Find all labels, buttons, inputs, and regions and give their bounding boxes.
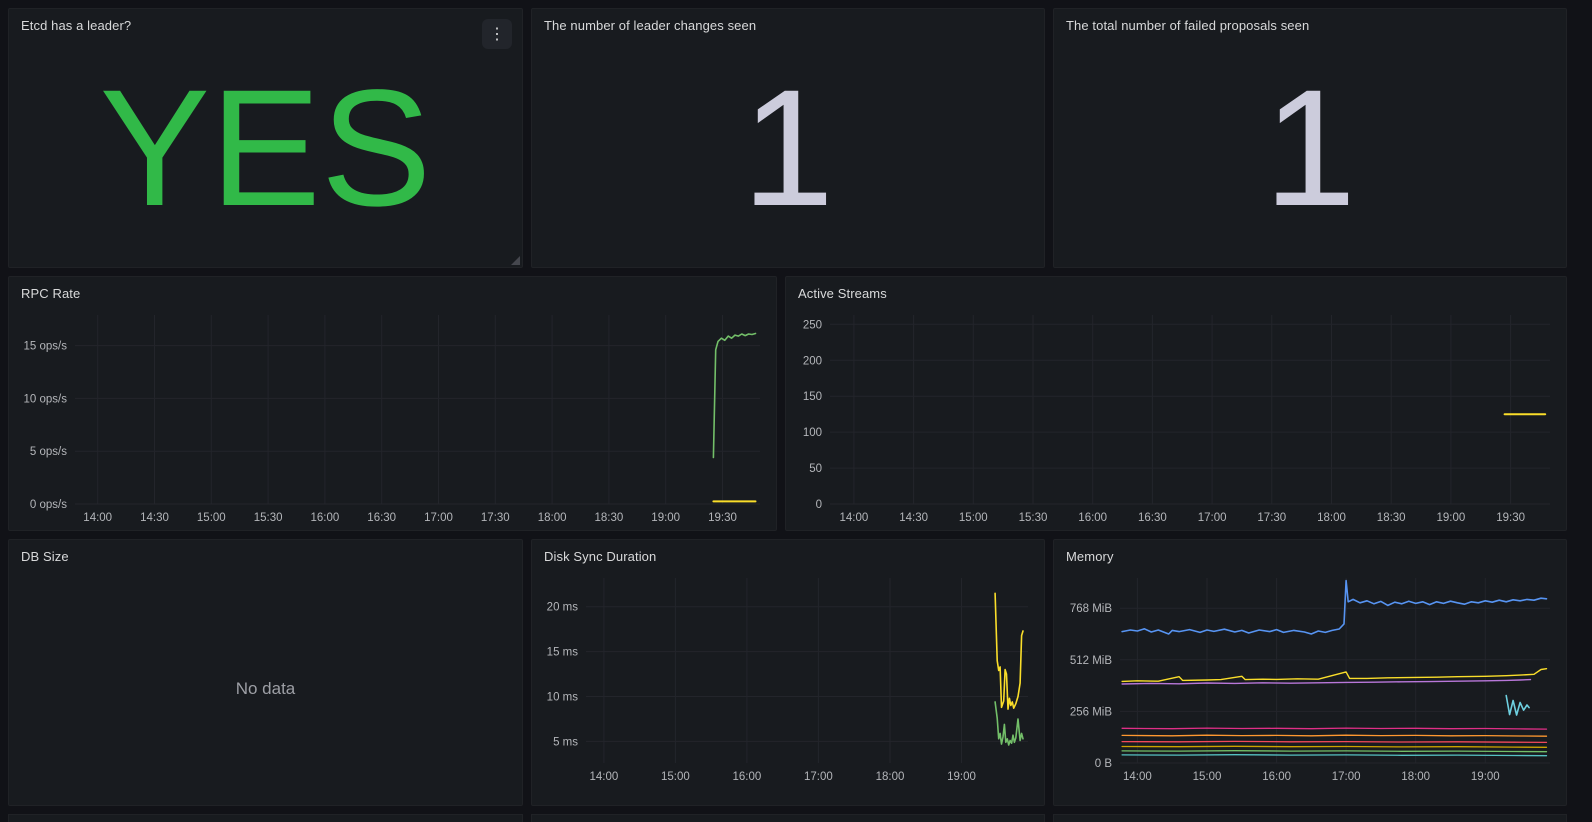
panel-rpc-rate-title[interactable]: RPC Rate bbox=[21, 285, 81, 301]
kebab-icon: ⋮ bbox=[489, 26, 505, 43]
svg-text:256 MiB: 256 MiB bbox=[1070, 706, 1113, 718]
panel-leader-title[interactable]: Etcd has a leader? bbox=[21, 17, 132, 33]
svg-text:18:30: 18:30 bbox=[1377, 512, 1406, 524]
memory-chart[interactable]: 0 B 256 MiB 512 MiB 768 MiB 14:00 15:00 16:00 1… bbox=[1058, 570, 1562, 787]
svg-text:19:30: 19:30 bbox=[1496, 512, 1525, 524]
panel-active-streams-header[interactable]: Active Streams bbox=[786, 277, 1566, 309]
svg-text:16:30: 16:30 bbox=[1138, 512, 1167, 524]
svg-text:18:00: 18:00 bbox=[876, 771, 905, 783]
svg-text:768 MiB: 768 MiB bbox=[1070, 603, 1113, 615]
panel-disk-sync-title[interactable]: Disk Sync Duration bbox=[544, 548, 657, 564]
panel-rpc-rate-header[interactable]: RPC Rate bbox=[9, 277, 776, 309]
svg-text:19:00: 19:00 bbox=[947, 771, 976, 783]
svg-text:5 ops/s: 5 ops/s bbox=[30, 446, 67, 458]
panel-disk-sync-header[interactable]: Disk Sync Duration bbox=[532, 540, 1044, 572]
leader-stat-value: YES bbox=[99, 56, 432, 241]
next-row-panel-top bbox=[531, 814, 1045, 822]
panel-leader-header[interactable]: Etcd has a leader? bbox=[9, 9, 522, 41]
panel-failed-proposals-header[interactable]: The total number of failed proposals see… bbox=[1054, 9, 1566, 41]
panel-leader-changes-header[interactable]: The number of leader changes seen bbox=[532, 9, 1044, 41]
panel-rpc-rate: RPC Rate 0 ops/s 5 ops/s 10 ops/s 15 ops/s 1… bbox=[8, 276, 777, 531]
panel-menu-button[interactable]: ⋮ bbox=[482, 19, 512, 49]
rpc-rate-chart[interactable]: 0 ops/s 5 ops/s 10 ops/s 15 ops/s 14:00 14:30… bbox=[13, 307, 772, 528]
svg-text:15:00: 15:00 bbox=[959, 512, 988, 524]
panel-active-streams-title[interactable]: Active Streams bbox=[798, 285, 887, 301]
svg-text:15 ms: 15 ms bbox=[547, 647, 579, 659]
panel-memory-header[interactable]: Memory bbox=[1054, 540, 1566, 572]
active-streams-chart[interactable]: 0 50 100 150 200 250 14:00 14:30 15:00 15:30 16:00… bbox=[790, 307, 1562, 528]
svg-text:17:00: 17:00 bbox=[1198, 512, 1227, 524]
svg-text:0 ops/s: 0 ops/s bbox=[30, 499, 67, 511]
svg-text:0: 0 bbox=[816, 499, 822, 511]
svg-text:17:00: 17:00 bbox=[1332, 771, 1361, 783]
svg-text:14:00: 14:00 bbox=[590, 771, 619, 783]
svg-text:19:00: 19:00 bbox=[1437, 512, 1466, 524]
svg-text:14:00: 14:00 bbox=[840, 512, 869, 524]
disk_sync-svg: 5 ms 10 ms 15 ms 20 ms 14:00 15:00 16:00 17:00 1… bbox=[547, 578, 1028, 783]
svg-text:15:00: 15:00 bbox=[1193, 771, 1222, 783]
svg-text:14:30: 14:30 bbox=[899, 512, 928, 524]
svg-text:10 ops/s: 10 ops/s bbox=[24, 393, 68, 405]
svg-text:15 ops/s: 15 ops/s bbox=[24, 341, 68, 353]
svg-text:150: 150 bbox=[803, 391, 822, 403]
svg-text:17:30: 17:30 bbox=[481, 512, 510, 524]
panel-failed-proposals: The total number of failed proposals see… bbox=[1053, 8, 1567, 268]
panel-leader: Etcd has a leader? ⋮ YES bbox=[8, 8, 523, 268]
svg-text:19:00: 19:00 bbox=[651, 512, 680, 524]
svg-text:18:30: 18:30 bbox=[595, 512, 624, 524]
panel-memory: Memory 0 B 256 MiB 512 MiB 768 MiB 14:00 15:0… bbox=[1053, 539, 1567, 806]
rpc_rate-svg: 0 ops/s 5 ops/s 10 ops/s 15 ops/s 14:00 14:30… bbox=[24, 315, 760, 524]
svg-text:19:30: 19:30 bbox=[708, 512, 737, 524]
leader-changes-stat-value: 1 bbox=[741, 56, 835, 241]
svg-text:512 MiB: 512 MiB bbox=[1070, 655, 1113, 667]
panel-memory-title[interactable]: Memory bbox=[1066, 548, 1114, 564]
svg-text:250: 250 bbox=[803, 319, 822, 331]
disk-sync-chart[interactable]: 5 ms 10 ms 15 ms 20 ms 14:00 15:00 16:00 17:00 1… bbox=[536, 570, 1040, 787]
next-row-panel-top bbox=[1053, 814, 1567, 822]
no-data-message: No data bbox=[235, 678, 296, 698]
panel-db-size-header[interactable]: DB Size bbox=[9, 540, 522, 572]
svg-text:15:30: 15:30 bbox=[254, 512, 283, 524]
memory-svg: 0 B 256 MiB 512 MiB 768 MiB 14:00 15:00 16:00 1… bbox=[1070, 578, 1550, 783]
svg-text:16:30: 16:30 bbox=[367, 512, 396, 524]
failed-proposals-stat-value: 1 bbox=[1263, 56, 1357, 241]
svg-text:14:00: 14:00 bbox=[83, 512, 112, 524]
svg-text:14:00: 14:00 bbox=[1123, 771, 1152, 783]
svg-text:16:00: 16:00 bbox=[1262, 771, 1291, 783]
svg-text:0 B: 0 B bbox=[1095, 758, 1113, 770]
panel-disk-sync: Disk Sync Duration 5 ms 10 ms 15 ms 20 ms 14… bbox=[531, 539, 1045, 806]
panel-active-streams: Active Streams 0 50 100 150 200 250 14:00 14:30… bbox=[785, 276, 1567, 531]
svg-text:5 ms: 5 ms bbox=[553, 736, 578, 748]
svg-text:15:00: 15:00 bbox=[197, 512, 226, 524]
panel-db-size-title[interactable]: DB Size bbox=[21, 548, 69, 564]
resize-handle-icon[interactable] bbox=[511, 256, 520, 265]
active_streams-svg: 0 50 100 150 200 250 14:00 14:30 15:00 15:30 16:00… bbox=[803, 315, 1550, 524]
panel-failed-proposals-title[interactable]: The total number of failed proposals see… bbox=[1066, 17, 1310, 33]
svg-text:17:00: 17:00 bbox=[804, 771, 833, 783]
svg-text:16:00: 16:00 bbox=[311, 512, 340, 524]
svg-text:17:00: 17:00 bbox=[424, 512, 453, 524]
svg-text:16:00: 16:00 bbox=[1078, 512, 1107, 524]
svg-text:14:30: 14:30 bbox=[140, 512, 169, 524]
svg-text:17:30: 17:30 bbox=[1257, 512, 1286, 524]
panel-leader-changes-title[interactable]: The number of leader changes seen bbox=[544, 17, 757, 33]
svg-text:15:00: 15:00 bbox=[661, 771, 690, 783]
svg-text:50: 50 bbox=[809, 463, 822, 475]
panel-db-size: DB Size No data bbox=[8, 539, 523, 806]
svg-text:19:00: 19:00 bbox=[1471, 771, 1500, 783]
svg-text:20 ms: 20 ms bbox=[547, 602, 579, 614]
next-row-panel-top bbox=[8, 814, 523, 822]
svg-text:200: 200 bbox=[803, 355, 822, 367]
svg-text:18:00: 18:00 bbox=[1317, 512, 1346, 524]
panel-leader-changes: The number of leader changes seen 1 bbox=[531, 8, 1045, 268]
svg-text:100: 100 bbox=[803, 427, 822, 439]
svg-text:18:00: 18:00 bbox=[538, 512, 567, 524]
svg-text:18:00: 18:00 bbox=[1401, 771, 1430, 783]
svg-text:15:30: 15:30 bbox=[1019, 512, 1048, 524]
svg-text:16:00: 16:00 bbox=[733, 771, 762, 783]
svg-text:10 ms: 10 ms bbox=[547, 692, 579, 704]
